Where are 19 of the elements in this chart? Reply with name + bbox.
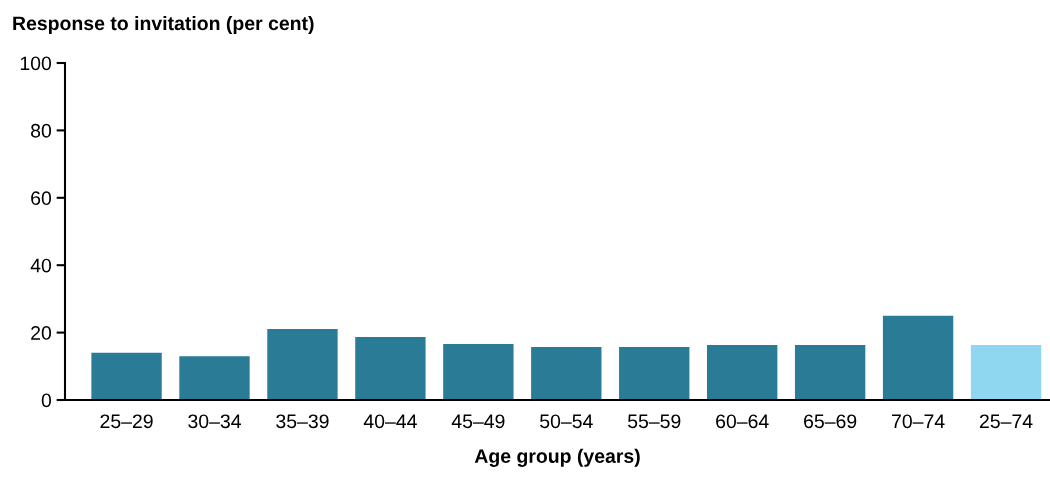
y-tick-label: 0 xyxy=(41,393,52,408)
x-tick-label: 55–59 xyxy=(627,414,681,429)
y-tick-label: 80 xyxy=(31,123,52,138)
x-tick-label: 25–74 xyxy=(979,414,1033,429)
x-tick-label: 25–29 xyxy=(100,414,153,429)
x-tick-label: 50–54 xyxy=(540,414,593,429)
y-tick-label: 20 xyxy=(31,326,52,340)
x-tick-label: 40–44 xyxy=(363,414,417,429)
y-tick-label: 60 xyxy=(31,191,52,206)
y-tick-label: 100 xyxy=(20,56,52,71)
x-axis-title: Age group (years) xyxy=(474,448,640,467)
x-tick-label: 65–69 xyxy=(804,414,857,429)
x-tick-label: 35–39 xyxy=(276,414,329,429)
y-tick-label: 40 xyxy=(30,258,52,273)
x-tick-label: 70–74 xyxy=(892,414,945,429)
y-axis-title: Response to invitation (per cent) xyxy=(13,15,314,35)
x-tick-label: 60–64 xyxy=(716,414,769,429)
x-tick-label: 45–49 xyxy=(451,414,505,429)
x-tick-label: 30–34 xyxy=(188,414,241,429)
